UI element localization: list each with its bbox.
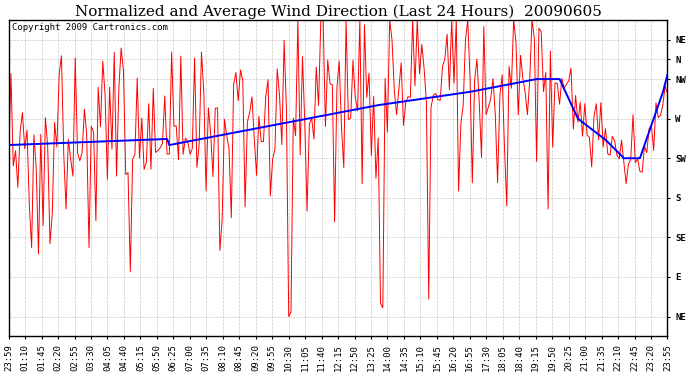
- Title: Normalized and Average Wind Direction (Last 24 Hours)  20090605: Normalized and Average Wind Direction (L…: [75, 4, 602, 18]
- Text: Copyright 2009 Cartronics.com: Copyright 2009 Cartronics.com: [12, 23, 168, 32]
